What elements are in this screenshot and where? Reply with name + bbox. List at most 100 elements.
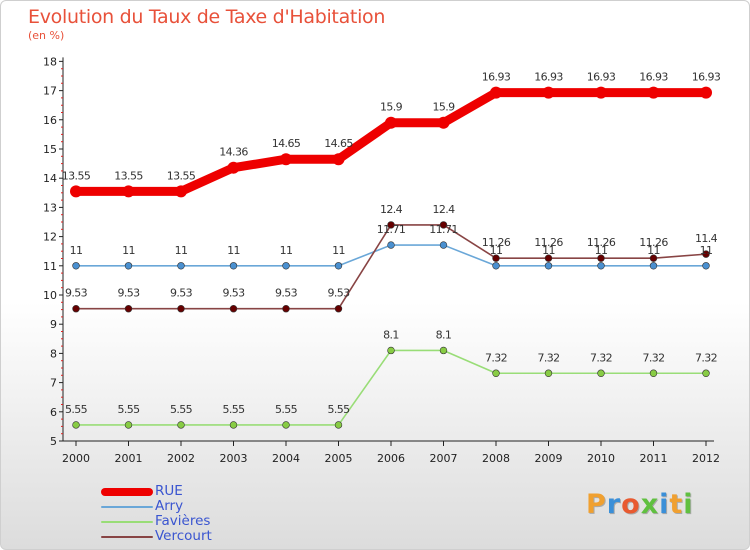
data-label-rue: 14.65 [272, 137, 301, 150]
data-label-rue: 16.93 [482, 71, 511, 84]
data-label-arry: 11 [227, 244, 240, 257]
legend-swatch-favi-res [101, 521, 153, 523]
data-label-vercourt: 11.26 [639, 236, 668, 249]
data-point-vercourt [177, 305, 185, 313]
data-label-arry: 11.71 [429, 223, 458, 236]
data-point-vercourt [282, 305, 290, 313]
data-point-favi-res [72, 421, 80, 429]
data-label-arry: 11 [280, 244, 293, 257]
data-label-vercourt: 12.4 [380, 203, 403, 216]
data-label-favi-res: 5.55 [117, 403, 140, 416]
logo-letter: P [586, 489, 607, 520]
data-point-arry [544, 262, 553, 270]
y-tick-label: 14 [43, 172, 57, 185]
data-label-vercourt: 9.53 [117, 287, 140, 300]
y-tick-label: 8 [50, 347, 57, 360]
data-label-rue: 15.9 [380, 101, 403, 114]
data-point-arry [439, 241, 448, 249]
y-tick-label: 13 [43, 201, 57, 214]
data-label-favi-res: 5.55 [327, 403, 350, 416]
legend-label-arry: Arry [155, 498, 184, 514]
x-tick-label: 2004 [272, 452, 300, 465]
data-label-vercourt: 9.53 [170, 287, 193, 300]
legend-swatch-rue [101, 488, 153, 496]
data-point-arry [177, 262, 185, 270]
data-point-favi-res [439, 346, 448, 355]
data-label-vercourt: 11.26 [482, 236, 511, 249]
data-label-vercourt: 11.4 [695, 232, 718, 245]
data-point-favi-res [492, 369, 500, 377]
y-tick-label: 10 [43, 289, 57, 302]
data-label-arry: 11 [70, 244, 83, 257]
data-point-rue [542, 86, 555, 99]
y-tick-label: 18 [43, 55, 57, 68]
data-point-rue [122, 185, 135, 198]
data-label-arry: 11 [700, 244, 713, 257]
data-label-rue: 13.55 [62, 169, 91, 182]
legend-swatch-vercourt [101, 536, 153, 538]
data-label-arry: 11 [122, 244, 135, 257]
legend-label-vercourt: Vercourt [155, 528, 212, 544]
data-label-favi-res: 7.32 [485, 351, 507, 364]
data-point-arry [124, 262, 133, 270]
proxiti-logo: Proxiti [586, 489, 694, 520]
data-point-vercourt [387, 221, 395, 229]
data-label-favi-res: 7.32 [695, 351, 717, 364]
data-label-favi-res: 5.55 [170, 403, 193, 416]
logo-letter: i [683, 489, 694, 520]
data-label-vercourt: 11.26 [534, 236, 563, 249]
data-point-vercourt [334, 305, 343, 313]
data-label-rue: 14.65 [324, 137, 353, 150]
data-point-arry [492, 262, 500, 270]
logo-letter: i [659, 489, 670, 520]
data-point-favi-res [702, 369, 710, 377]
data-point-rue [385, 116, 397, 129]
x-tick-label: 2012 [692, 452, 720, 465]
data-point-vercourt [72, 305, 80, 313]
data-point-arry [702, 262, 710, 270]
data-label-rue: 16.93 [692, 71, 721, 84]
x-tick-label: 2010 [587, 452, 615, 465]
x-tick-label: 2009 [535, 452, 563, 465]
data-label-rue: 16.93 [534, 71, 563, 84]
data-point-vercourt [702, 250, 710, 258]
data-point-favi-res [282, 421, 290, 429]
data-point-favi-res [229, 421, 238, 429]
data-label-arry: 11 [332, 244, 345, 257]
data-point-rue [332, 153, 345, 166]
data-point-arry [229, 262, 238, 270]
y-tick-label: 7 [50, 377, 57, 390]
data-point-rue [175, 185, 187, 198]
x-tick-label: 2007 [430, 452, 458, 465]
data-point-rue [437, 116, 450, 129]
x-tick-label: 2006 [377, 452, 405, 465]
data-point-vercourt [124, 305, 133, 313]
data-label-rue: 14.36 [219, 146, 248, 159]
data-point-favi-res [649, 369, 658, 377]
legend-label-rue: RUE [155, 483, 183, 499]
x-tick-label: 2002 [167, 452, 195, 465]
data-label-rue: 13.55 [167, 169, 196, 182]
legend-swatch-arry [101, 506, 153, 508]
x-tick-label: 2003 [220, 452, 248, 465]
data-point-favi-res [544, 369, 553, 377]
chart-title: Evolution du Taux de Taxe d'Habitation [28, 6, 386, 28]
data-label-favi-res: 5.55 [65, 403, 88, 416]
data-point-favi-res [387, 346, 395, 355]
data-point-favi-res [597, 369, 605, 377]
data-point-rue [490, 86, 502, 99]
x-tick-label: 2005 [325, 452, 353, 465]
data-point-arry [72, 262, 80, 270]
data-point-favi-res [334, 421, 343, 429]
data-point-vercourt [649, 254, 658, 262]
data-label-rue: 16.93 [587, 71, 616, 84]
data-label-vercourt: 9.53 [222, 287, 245, 300]
y-tick-label: 11 [43, 260, 57, 273]
data-label-rue: 16.93 [639, 71, 668, 84]
data-point-rue [595, 86, 607, 99]
data-point-arry [649, 262, 658, 270]
data-label-arry: 11 [542, 244, 555, 257]
data-point-vercourt [492, 254, 500, 262]
